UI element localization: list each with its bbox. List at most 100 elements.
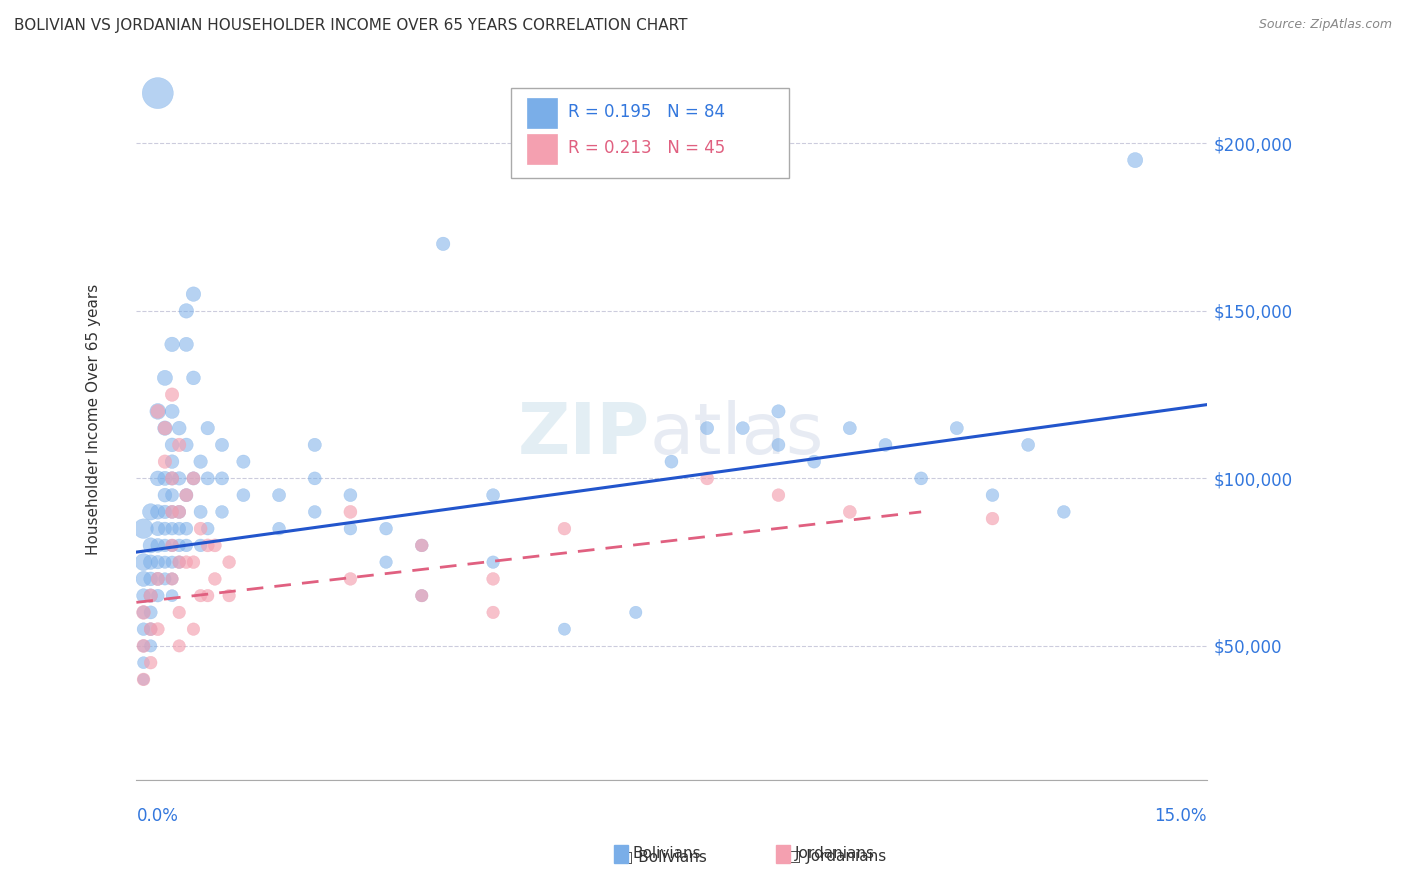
Text: Source: ZipAtlas.com: Source: ZipAtlas.com	[1258, 18, 1392, 31]
Point	[553, 522, 575, 536]
Point	[153, 572, 176, 586]
Point	[146, 572, 169, 586]
Point	[160, 471, 183, 485]
Point	[838, 421, 860, 435]
Point	[132, 673, 155, 687]
Point	[432, 236, 454, 251]
Point	[132, 622, 155, 636]
Point	[176, 522, 198, 536]
Point	[139, 622, 162, 636]
Point	[132, 656, 155, 670]
Point	[146, 555, 169, 569]
Point	[160, 572, 183, 586]
Point	[190, 522, 212, 536]
Point	[153, 505, 176, 519]
Point	[211, 505, 233, 519]
Point	[661, 455, 683, 469]
Point	[160, 471, 183, 485]
Point	[482, 606, 505, 620]
Point	[139, 589, 162, 603]
Point	[153, 455, 176, 469]
Point	[411, 589, 433, 603]
Point	[160, 522, 183, 536]
Text: BOLIVIAN VS JORDANIAN HOUSEHOLDER INCOME OVER 65 YEARS CORRELATION CHART: BOLIVIAN VS JORDANIAN HOUSEHOLDER INCOME…	[14, 18, 688, 33]
Point	[731, 421, 754, 435]
Point	[139, 622, 162, 636]
Point	[482, 488, 505, 502]
Point	[146, 589, 169, 603]
Point	[211, 471, 233, 485]
Point	[167, 438, 190, 452]
Point	[768, 438, 790, 452]
Text: □ Bolivians: □ Bolivians	[619, 849, 707, 863]
Point	[139, 538, 162, 552]
Point	[132, 572, 155, 586]
Text: 0.0%: 0.0%	[136, 806, 179, 825]
Point	[139, 606, 162, 620]
Text: Bolivians: Bolivians	[633, 847, 702, 861]
Point	[411, 538, 433, 552]
Point	[132, 673, 155, 687]
Point	[768, 404, 790, 418]
FancyBboxPatch shape	[510, 88, 789, 178]
Point	[1053, 505, 1076, 519]
Point	[153, 471, 176, 485]
Point	[176, 438, 198, 452]
Point	[411, 589, 433, 603]
Point	[204, 572, 226, 586]
Point	[160, 538, 183, 552]
Point	[167, 522, 190, 536]
Point	[910, 471, 932, 485]
Point	[190, 455, 212, 469]
Point	[696, 421, 718, 435]
Point	[146, 622, 169, 636]
Text: □ Jordanians: □ Jordanians	[787, 849, 887, 863]
Text: Jordanians: Jordanians	[794, 847, 875, 861]
Point	[139, 589, 162, 603]
Point	[146, 522, 169, 536]
Point	[411, 538, 433, 552]
Point	[160, 387, 183, 401]
Point	[146, 404, 169, 418]
Point	[218, 555, 240, 569]
Point	[176, 538, 198, 552]
Point	[153, 488, 176, 502]
Point	[132, 606, 155, 620]
Point	[304, 505, 326, 519]
Point	[160, 337, 183, 351]
Point	[183, 471, 205, 485]
Point	[190, 538, 212, 552]
Point	[167, 505, 190, 519]
Point	[375, 555, 398, 569]
Point	[160, 455, 183, 469]
Point	[160, 505, 183, 519]
Point	[139, 555, 162, 569]
Point	[339, 488, 361, 502]
Point	[197, 522, 219, 536]
Point	[167, 606, 190, 620]
Point	[160, 505, 183, 519]
Point	[160, 555, 183, 569]
Point	[160, 438, 183, 452]
Point	[183, 471, 205, 485]
Point	[160, 404, 183, 418]
Point	[176, 555, 198, 569]
Point	[183, 371, 205, 385]
Point	[139, 572, 162, 586]
Point	[146, 471, 169, 485]
Point	[624, 606, 647, 620]
Point	[267, 522, 290, 536]
Text: R = 0.195   N = 84: R = 0.195 N = 84	[568, 103, 724, 121]
Point	[197, 471, 219, 485]
Point	[153, 421, 176, 435]
Point	[183, 287, 205, 301]
Point	[204, 538, 226, 552]
Point	[197, 589, 219, 603]
Point	[339, 505, 361, 519]
Point	[946, 421, 969, 435]
Point	[139, 639, 162, 653]
Point	[167, 555, 190, 569]
Point	[139, 505, 162, 519]
Point	[132, 606, 155, 620]
Point	[167, 471, 190, 485]
